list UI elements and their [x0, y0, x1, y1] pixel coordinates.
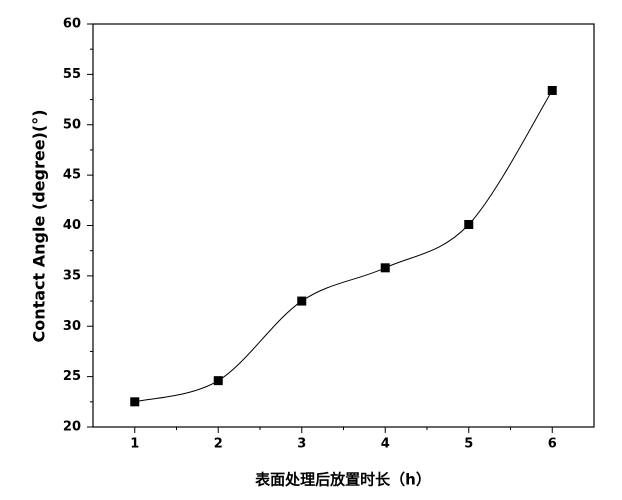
x-tick-label: 3	[297, 437, 306, 452]
marker	[213, 376, 223, 386]
line	[134, 90, 553, 403]
y-tick-label: 35	[63, 268, 81, 283]
marker	[130, 397, 140, 407]
y-tick-label: 30	[63, 319, 81, 334]
x-tick-label: 5	[464, 437, 473, 452]
y-tick-label: 55	[63, 67, 81, 82]
x-axis-label: 表面处理后放置时长（h）	[255, 471, 431, 489]
marker	[380, 263, 390, 273]
marker	[464, 219, 474, 229]
y-tick-label: 50	[63, 117, 81, 132]
x-tick-label: 2	[214, 437, 223, 452]
x-tick-label: 1	[130, 437, 139, 452]
plot-frame	[92, 23, 595, 428]
y-tick-label: 60	[63, 17, 81, 32]
y-tick-label: 25	[63, 369, 81, 384]
y-tick-label: 45	[63, 168, 81, 183]
y-tick-label: 20	[63, 420, 81, 435]
x-tick-label: 4	[381, 437, 390, 452]
x-tick-label: 6	[548, 437, 557, 452]
marker	[547, 85, 557, 95]
y-axis-label: Contact Angle (degree)(°)	[30, 109, 49, 342]
marker	[297, 296, 307, 306]
y-tick-label: 40	[63, 218, 81, 233]
